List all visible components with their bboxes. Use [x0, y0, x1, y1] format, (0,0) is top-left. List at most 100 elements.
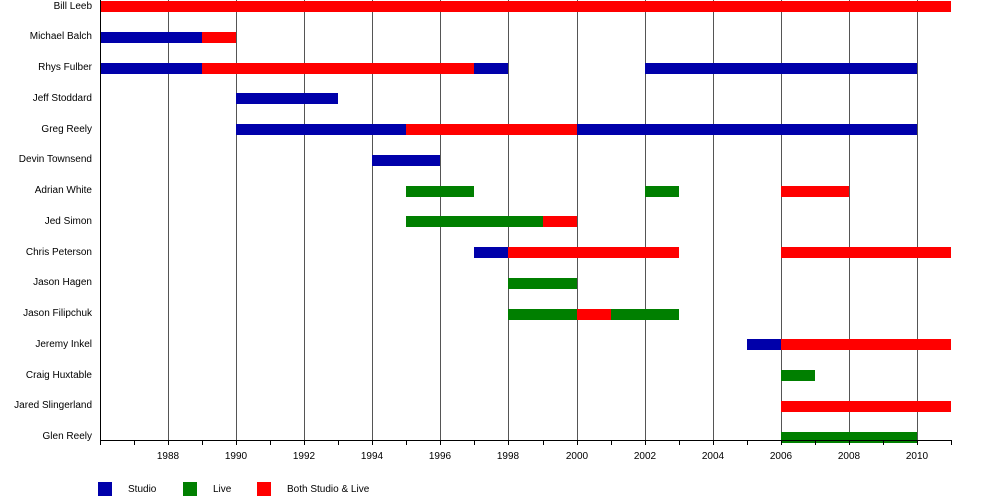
y-axis-line [100, 0, 101, 441]
bar-segment [781, 370, 815, 381]
x-tick [304, 440, 305, 445]
grid-line [372, 0, 373, 440]
x-tick-label: 2004 [701, 451, 725, 462]
legend-label: Both Studio & Live [287, 483, 370, 495]
grid-line [713, 0, 714, 440]
bar-segment [781, 339, 951, 350]
x-tick [236, 440, 237, 445]
x-tick [134, 440, 135, 445]
row-label: Craig Huxtable [25, 370, 92, 381]
row-label: Glen Reely [42, 431, 92, 442]
x-tick [202, 440, 203, 445]
bar-segment [577, 309, 611, 320]
x-tick [406, 440, 407, 445]
bar-segment [372, 155, 440, 166]
legend-swatch [183, 482, 197, 496]
row-label: Jeff Stoddard [32, 93, 92, 104]
row-label: Jason Hagen [33, 277, 92, 288]
bar-segment [508, 278, 577, 289]
x-tick [747, 440, 748, 445]
x-tick [781, 440, 782, 445]
bar-segment [508, 309, 577, 320]
bar-segment [100, 1, 951, 12]
x-tick [508, 440, 509, 445]
legend-item: Both Studio & Live [257, 482, 369, 496]
bar-segment [781, 432, 917, 443]
x-tick [679, 440, 680, 445]
bar-segment [202, 32, 236, 43]
bar-segment [474, 63, 508, 74]
bar-segment [474, 247, 508, 258]
bar-segment [543, 216, 577, 227]
x-tick [270, 440, 271, 445]
bar-segment [236, 124, 406, 135]
legend-label: Studio [128, 483, 157, 495]
legend-item: Live [183, 482, 231, 496]
bar-segment [508, 247, 679, 258]
row-label: Rhys Fulber [38, 62, 92, 73]
x-tick [543, 440, 544, 445]
row-label: Devin Townsend [18, 154, 92, 165]
legend-swatch [98, 482, 112, 496]
x-tick-label: 1998 [496, 451, 520, 462]
bar-segment [781, 186, 849, 197]
bar-segment [236, 93, 338, 104]
row-label: Michael Balch [29, 31, 92, 42]
x-tick-label: 2008 [837, 451, 861, 462]
x-tick-label: 2000 [565, 451, 589, 462]
x-axis-line [100, 440, 951, 441]
grid-line [304, 0, 305, 440]
bar-segment [406, 186, 474, 197]
grid-line [645, 0, 646, 440]
bar-segment [202, 63, 474, 74]
row-label: Jed Simon [44, 216, 92, 227]
x-tick-label: 2002 [633, 451, 657, 462]
grid-line [577, 0, 578, 440]
x-tick-label: 2006 [769, 451, 793, 462]
bar-segment [577, 124, 917, 135]
grid-line [236, 0, 237, 440]
x-tick-label: 1994 [360, 451, 384, 462]
bar-segment [406, 124, 577, 135]
legend-item: Studio [98, 482, 156, 496]
grid-line [849, 0, 850, 440]
x-tick [338, 440, 339, 445]
x-tick [849, 440, 850, 445]
row-label: Bill Leeb [53, 1, 92, 12]
grid-line [781, 0, 782, 440]
bar-segment [781, 247, 951, 258]
x-tick-label: 1992 [292, 451, 316, 462]
legend-label: Live [213, 483, 232, 495]
x-tick-label: 1996 [428, 451, 452, 462]
x-tick [474, 440, 475, 445]
x-tick [951, 440, 952, 445]
x-tick [100, 440, 101, 445]
grid-line [168, 0, 169, 440]
x-tick [645, 440, 646, 445]
bar-segment [100, 32, 202, 43]
bar-segment [406, 216, 543, 227]
x-tick-label: 2010 [905, 451, 929, 462]
x-tick [168, 440, 169, 445]
row-label: Adrian White [34, 185, 92, 196]
x-tick [917, 440, 918, 445]
bar-segment [611, 309, 679, 320]
x-tick [440, 440, 441, 445]
x-tick [713, 440, 714, 445]
bar-segment [645, 186, 679, 197]
bar-segment [781, 401, 951, 412]
bar-segment [747, 339, 781, 350]
bar-segment [645, 63, 917, 74]
row-label: Greg Reely [41, 124, 92, 135]
x-tick [372, 440, 373, 445]
grid-line [917, 0, 918, 440]
bar-segment [100, 63, 202, 74]
x-tick-label: 1990 [224, 451, 248, 462]
x-tick-label: 1988 [156, 451, 180, 462]
row-label: Jared Slingerland [14, 400, 92, 411]
legend-swatch [257, 482, 271, 496]
x-tick [815, 440, 816, 445]
row-label: Jason Filipchuk [23, 308, 92, 319]
x-tick [611, 440, 612, 445]
